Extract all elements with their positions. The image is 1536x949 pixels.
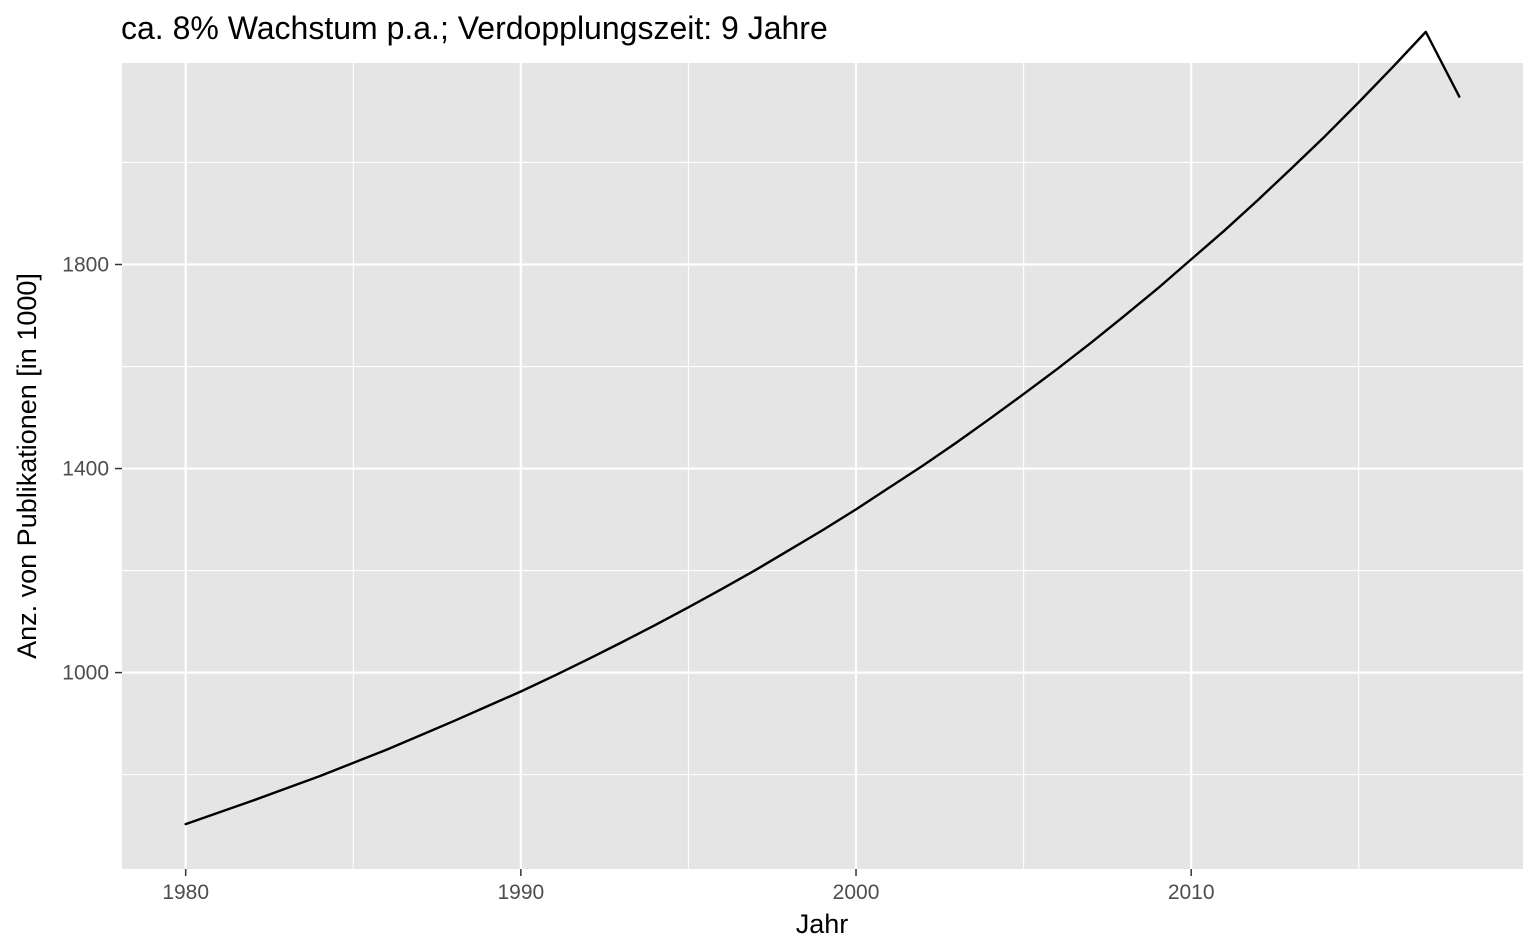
x-tick-label: 2000 [833,881,880,904]
x-tick-label: 2010 [1168,881,1215,904]
series-layer [184,30,1461,826]
x-tick-label: 1980 [162,881,209,904]
x-axis-title: Jahr [796,909,849,939]
series-line-0 [184,30,1461,826]
major-gridlines [122,63,1523,869]
y-axis: 1000 1400 1800 [62,254,122,685]
y-tick-label: 1000 [62,662,109,685]
y-tick-label: 1800 [62,254,109,277]
x-axis: 1980 1990 2000 2010 [162,869,1215,904]
plot-panel [122,63,1523,869]
minor-gridlines [122,63,1523,869]
y-tick-label: 1400 [62,458,109,481]
x-tick-label: 1990 [497,881,544,904]
chart-title: ca. 8% Wachstum p.a.; Verdopplungszeit: … [121,10,828,46]
y-axis-title: Anz. von Publikationen [in 1000] [12,273,42,659]
